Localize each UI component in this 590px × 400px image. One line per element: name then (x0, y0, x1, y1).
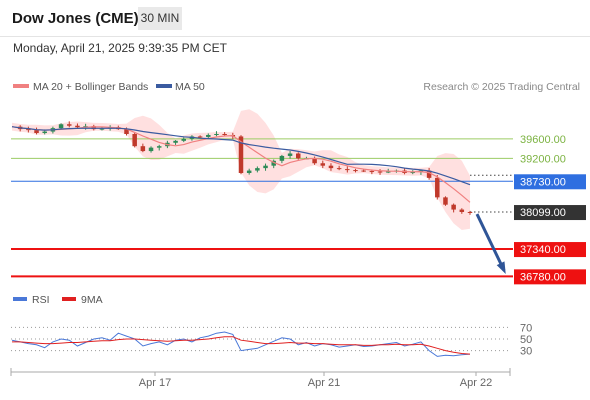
moving-averages (11, 126, 471, 203)
ma50-line (11, 126, 471, 186)
candle-body (132, 134, 137, 147)
candle-body (99, 128, 105, 130)
candle-body (361, 170, 366, 172)
candle-body (312, 158, 317, 164)
candle-body (75, 125, 80, 128)
forecast-arrow-head (496, 261, 506, 274)
x-axis: Apr 17 Apr 21 Apr 22 (10, 368, 511, 389)
ma20-line (11, 126, 471, 203)
rsi-legend-label: RSI (32, 294, 50, 306)
candle-body (426, 170, 432, 178)
level-labels: 39600.00 39200.00 38730.00 38099.00 37340.00… (514, 134, 586, 285)
candle-body (181, 138, 186, 141)
candle-body (271, 160, 276, 166)
rsi-tick-label: 30 (520, 346, 532, 358)
candle-body (246, 170, 252, 173)
timestamp: Monday, April 21, 2025 9:39:35 PM CET (13, 41, 227, 55)
candle-body (296, 153, 301, 159)
level-label-38099.00: 38099.00 (520, 207, 566, 219)
rsi-ma-line (12, 336, 471, 355)
forecast-arrow-line (475, 213, 506, 271)
candle-body (369, 171, 375, 173)
candle-body (238, 136, 244, 173)
level-box-38099.00 (514, 205, 586, 221)
ma20-legend-label: MA 20 + Bollinger Bands (33, 81, 148, 93)
candle-body (385, 171, 391, 173)
rsi-tick-label: 70 (520, 322, 532, 334)
candle-body (148, 147, 154, 152)
candle-body (345, 169, 350, 171)
level-box-36780.00 (514, 269, 586, 285)
instrument-title: Dow Jones (CME) (12, 10, 139, 27)
candle-body (26, 129, 31, 131)
candle-body (124, 129, 129, 134)
candle-body (443, 197, 448, 205)
candle-body (42, 131, 47, 134)
candle-body (197, 136, 203, 138)
level-label-39600.00: 39600.00 (520, 134, 566, 146)
header: Dow Jones (CME) 30 MIN (0, 0, 590, 37)
candle-body (140, 146, 146, 152)
rsi-legend-swatch (13, 297, 27, 301)
candle-body (353, 170, 358, 172)
legend: MA 20 + Bollinger Bands MA 50 Research ©… (13, 81, 580, 93)
level-label-38730.00: 38730.00 (520, 176, 566, 188)
candle-body (328, 165, 334, 169)
rsi-legend: RSI 9MA (13, 294, 103, 306)
support-resistance-levels (11, 138, 513, 278)
x-axis-label: Apr 22 (460, 377, 492, 389)
candle-body (263, 165, 268, 169)
rsi-ma-legend-swatch (62, 297, 76, 301)
ma20-legend-swatch (13, 84, 29, 88)
x-axis-label: Apr 17 (139, 377, 171, 389)
candle-body (206, 134, 211, 137)
timeframe-button[interactable]: 30 MIN (138, 7, 182, 30)
candle-body (156, 146, 162, 148)
candle-body (34, 130, 39, 134)
rsi-ma-legend-label: 9MA (81, 294, 103, 306)
candle-body (435, 177, 440, 198)
level-label-39200.00: 39200.00 (520, 153, 566, 165)
level-label-36780.00: 36780.00 (520, 271, 566, 283)
candle-body (67, 124, 72, 126)
candle-body (173, 140, 178, 143)
candle-body (279, 155, 285, 161)
candle-body (58, 124, 64, 129)
level-label-37340.00: 37340.00 (520, 244, 566, 256)
ma50-legend-swatch (156, 84, 172, 88)
candle-body (287, 153, 293, 156)
candle-body (320, 163, 326, 166)
candle-body (377, 171, 383, 173)
candle-body (451, 204, 456, 210)
candle-body (459, 209, 465, 212)
candle-body (214, 134, 219, 135)
copyright: Research © 2025 Trading Central (423, 81, 580, 93)
level-box-38730.00 (514, 174, 586, 190)
candle-body (410, 172, 415, 174)
ma50-legend-label: MA 50 (175, 81, 205, 93)
forecast-arrow (475, 213, 506, 274)
candle-body (336, 168, 342, 170)
candle-body (91, 126, 97, 130)
candle-body (255, 168, 260, 171)
candle-body (467, 212, 473, 213)
level-box-37340.00 (514, 242, 586, 258)
x-axis-label: Apr 21 (308, 377, 340, 389)
candle-body (222, 134, 227, 135)
rsi-tick-label: 50 (520, 334, 532, 346)
